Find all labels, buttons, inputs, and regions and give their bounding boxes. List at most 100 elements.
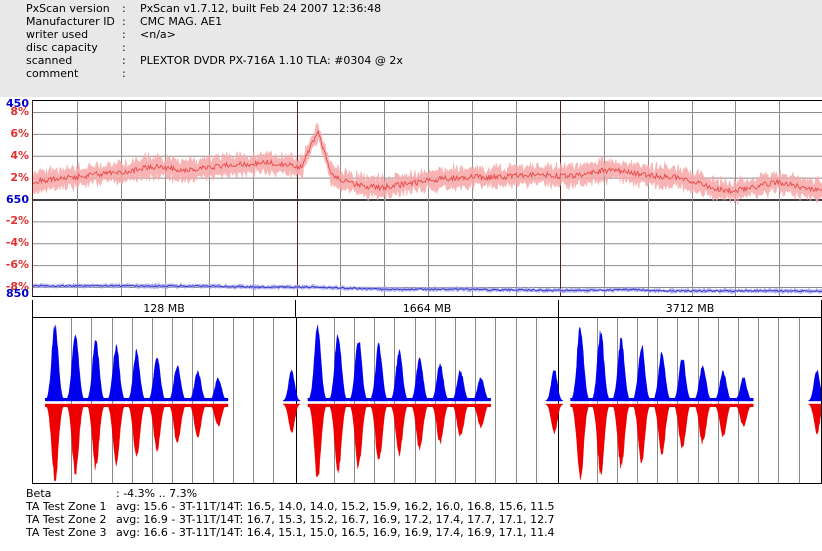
jitter-band <box>33 282 822 295</box>
ta-land-peak <box>713 369 733 402</box>
ta-land-peak <box>733 376 754 402</box>
summary-row: Beta: -4.3% .. 7.3% <box>26 487 555 500</box>
ta-pit-peak <box>611 403 631 469</box>
ta-test-histogram-panel <box>32 318 822 484</box>
ta-land-peak <box>45 324 65 402</box>
scan-info-value: PLEXTOR DVDR PX-716A 1.10 TLA: #0304 @ 2… <box>140 54 403 67</box>
beta-trace <box>33 129 822 195</box>
scan-info-colon: : <box>122 67 126 80</box>
scan-info-key: comment <box>26 67 79 80</box>
scan-info-key: Manufacturer ID <box>26 15 115 28</box>
ta-pit-peak <box>282 403 301 434</box>
ta-land-peak <box>127 348 147 402</box>
scan-info-colon: : <box>122 28 126 41</box>
ta-land-peak <box>167 365 187 402</box>
ta-zone-group <box>308 324 563 478</box>
beta-jitter-plot <box>32 100 822 297</box>
ta-land-peak <box>808 370 821 402</box>
summary-key: TA Test Zone 1 <box>26 500 107 513</box>
y-axis-value-label: 850 <box>6 287 29 300</box>
y-axis-labels: 8% 6% 4% 2% -2% -4% -6% -8% 450 650 850 <box>0 97 32 300</box>
ta-land-peak <box>86 339 106 402</box>
scan-info-value: CMC MAG. AE1 <box>140 15 223 28</box>
scan-info-key: disc capacity <box>26 41 98 54</box>
ta-pit-peak <box>591 403 611 475</box>
zone-label-2: 1664 MB <box>402 302 452 315</box>
ta-pit-peak <box>328 403 348 474</box>
ta-pit-peak <box>570 403 590 481</box>
ta-pit-peak <box>652 403 672 455</box>
scan-info-colon: : <box>122 54 126 67</box>
ta-pit-baseline <box>570 404 754 407</box>
scan-info-value: <n/a> <box>140 28 176 41</box>
scan-plot-area: 8% 6% 4% 2% -2% -4% -6% -8% 450 650 850 <box>0 97 822 300</box>
ta-land-baseline <box>570 398 754 401</box>
scan-info-table: PxScan version: PxScan v1.7.12, built Feb… <box>26 2 403 80</box>
ta-land-peak <box>369 342 389 402</box>
y-axis-percent-label: 6% <box>10 126 29 140</box>
ta-land-peak <box>570 326 590 402</box>
ta-zone-group <box>45 324 301 482</box>
ta-pit-baseline <box>307 404 491 407</box>
ta-pit-peak <box>545 403 563 435</box>
ta-pit-peak <box>86 403 106 470</box>
ta-land-peak <box>611 337 631 402</box>
ta-land-peak <box>450 369 471 402</box>
y-axis-percent-label: -8% <box>5 280 29 294</box>
ta-land-peak <box>308 324 328 402</box>
ta-pit-baseline <box>45 404 229 407</box>
ta-land-peak <box>188 369 208 402</box>
summary-row: TA Test Zone 2 avg: 16.9 - 3T-11T/14T: 16… <box>26 513 555 526</box>
ta-land-peak <box>693 364 713 402</box>
ta-pit-peak <box>147 403 167 452</box>
y-axis-percent-label: 4% <box>10 148 29 162</box>
ta-land-peak <box>328 334 348 402</box>
ta-pit-peak <box>369 403 389 460</box>
ta-land-peak <box>652 351 672 402</box>
ta-pit-peak <box>430 403 450 445</box>
summary-value: : -4.3% .. 7.3% <box>116 487 198 500</box>
scan-info-key: PxScan version <box>26 2 110 15</box>
ta-pit-peak <box>167 403 187 444</box>
ta-land-peak <box>147 357 167 402</box>
ta-land-peak <box>672 359 692 402</box>
ta-pit-peak <box>308 403 328 478</box>
ta-pit-peak <box>208 403 228 427</box>
scan-info-colon: : <box>122 2 126 15</box>
y-axis-value-label: 450 <box>6 97 29 110</box>
zone-label-1: 128 MB <box>143 302 185 315</box>
ta-pit-peak <box>450 403 471 437</box>
ta-histogram-svg <box>45 318 821 483</box>
ta-land-peak <box>106 344 126 402</box>
ta-land-peak <box>389 349 409 402</box>
ta-pit-peak <box>127 403 147 457</box>
ta-pit-peak <box>631 403 652 464</box>
ta-pit-peak <box>348 403 369 469</box>
summary-table: Beta: -4.3% .. 7.3% TA Test Zone 1 avg: 15… <box>26 487 555 539</box>
plot-gridlines <box>33 111 822 289</box>
ta-pit-peak <box>693 403 713 445</box>
summary-key: TA Test Zone 3 <box>26 526 107 539</box>
ta-pit-peak <box>106 403 126 467</box>
zone-cell-2: 1664 MB <box>296 300 559 317</box>
summary-value: avg: 15.6 - 3T-11T/14T: 16.5, 14.0, 14.0… <box>116 500 555 513</box>
ta-pit-peak <box>410 403 430 451</box>
ta-land-peak <box>410 357 430 402</box>
ta-land-peak <box>591 330 611 402</box>
ta-land-peak <box>631 345 652 402</box>
ta-pit-peak <box>45 403 65 482</box>
zone-cell-3: 3712 MB <box>559 300 821 317</box>
ta-pit-peak <box>713 403 733 438</box>
summary-text-block: Beta: -4.3% .. 7.3% TA Test Zone 1 avg: 15… <box>26 487 816 539</box>
scan-info-row: Manufacturer ID: CMC MAG. AE1 <box>26 15 403 28</box>
y-axis-percent-label: 8% <box>10 104 29 118</box>
scan-info-value: PxScan v1.7.12, built Feb 24 2007 12:36:… <box>140 2 382 15</box>
scan-info-key: writer used <box>26 28 89 41</box>
ta-land-baseline <box>307 398 491 401</box>
ta-land-peak <box>208 377 228 402</box>
scan-info-row: PxScan version: PxScan v1.7.12, built Feb… <box>26 2 403 15</box>
ta-land-peak <box>545 369 563 402</box>
y-axis-percent-label: 2% <box>10 170 29 184</box>
scan-info-colon: : <box>122 41 126 54</box>
scan-info-row: comment: <box>26 67 403 80</box>
